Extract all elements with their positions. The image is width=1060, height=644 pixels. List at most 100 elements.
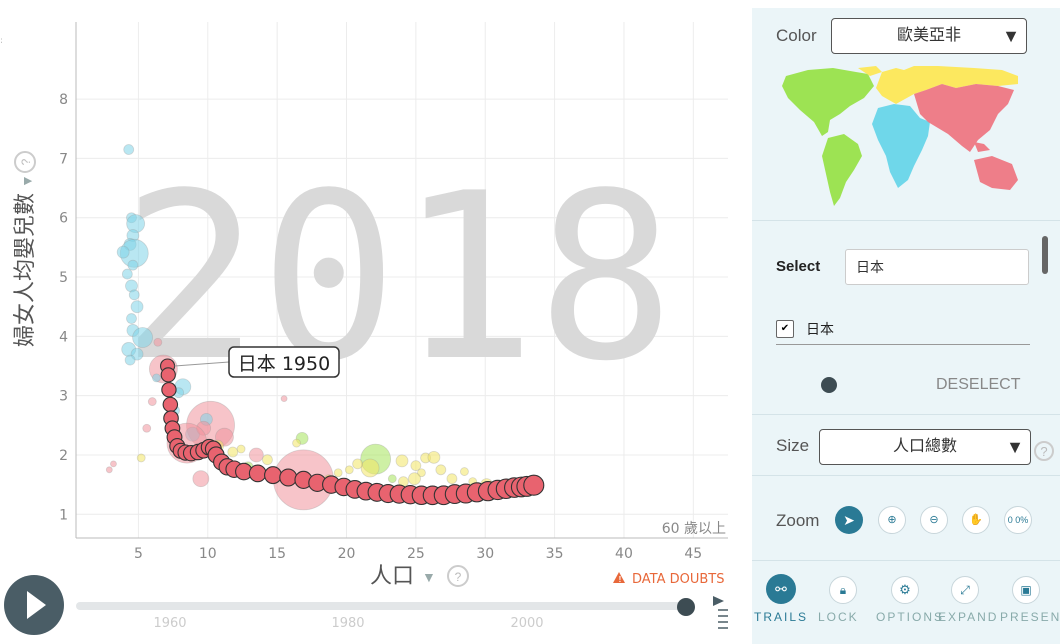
size-help-icon[interactable]: ? — [1034, 441, 1054, 461]
country-bubble[interactable] — [147, 397, 157, 406]
y-axis-title-group[interactable]: 婦女人均嬰兒數 ▼ ? — [13, 151, 38, 347]
trails-icon[interactable]: ⚯ — [766, 574, 796, 604]
trail-bubble[interactable] — [279, 468, 298, 487]
search-input[interactable]: 日本 — [845, 249, 1029, 285]
y-axis-help-icon[interactable] — [14, 151, 36, 173]
country-bubble[interactable] — [110, 460, 117, 468]
timeline-handle[interactable] — [677, 598, 695, 616]
zoom-in-icon[interactable]: ⊕ — [878, 506, 906, 534]
size-dropdown[interactable]: 人口總數 ▼ — [819, 429, 1031, 465]
size-dropdown-value: 人口總數 — [892, 438, 957, 455]
map-north-america[interactable] — [782, 68, 874, 136]
warning-icon-glyph: ! — [619, 575, 622, 584]
trail-bubble[interactable] — [248, 464, 267, 483]
map-europe-russia[interactable] — [876, 66, 1018, 104]
timeline[interactable]: 1960 1980 2000 — [4, 575, 728, 635]
country-bubble[interactable] — [460, 467, 469, 476]
opacity-handle[interactable] — [821, 377, 837, 393]
world-map[interactable] — [778, 64, 1028, 214]
country-bubble[interactable] — [417, 468, 426, 478]
country-bubble[interactable] — [292, 438, 301, 448]
panel-scrollbar[interactable] — [1042, 236, 1048, 274]
country-bubble[interactable] — [227, 446, 239, 458]
country-bubble[interactable] — [446, 473, 458, 485]
country-bubble[interactable] — [130, 300, 144, 314]
country-bubble[interactable] — [360, 458, 380, 478]
country-bubble[interactable] — [121, 268, 133, 280]
x-axis-dropdown-icon[interactable]: ▼ — [422, 569, 436, 585]
zoom-reset-button[interactable]: 0 0% — [1004, 506, 1032, 534]
selected-label-text: 日本 1950 — [238, 353, 330, 375]
country-bubble[interactable] — [395, 454, 409, 468]
country-bubble[interactable] — [142, 423, 152, 433]
trail-bubble[interactable] — [523, 474, 545, 496]
selected-item-row[interactable]: ✔ 日本 — [776, 318, 1030, 345]
map-greenland[interactable] — [858, 66, 882, 76]
country-bubble[interactable] — [280, 395, 288, 403]
country-bubble[interactable] — [153, 337, 163, 347]
pan-hand-icon[interactable]: ✋ — [962, 506, 990, 534]
color-dropdown[interactable]: 歐美亞非 ▼ — [831, 18, 1027, 54]
country-bubble[interactable] — [116, 245, 130, 259]
trail-bubble[interactable] — [160, 367, 176, 383]
country-bubble[interactable] — [248, 447, 264, 463]
x-axis-title-group[interactable]: 人口 ▼ ? — [370, 564, 469, 589]
trail-bubble[interactable] — [162, 396, 179, 413]
country-bubble[interactable] — [387, 474, 397, 484]
country-bubble[interactable] — [344, 465, 354, 475]
country-bubble[interactable] — [262, 454, 273, 466]
lock-icon[interactable]: 🔒︎ — [829, 576, 857, 604]
search-input-value: 日本 — [856, 259, 884, 275]
gear-icon[interactable]: ⚙ — [891, 576, 919, 604]
country-bubble[interactable] — [427, 450, 441, 464]
map-south-america[interactable] — [822, 134, 862, 206]
country-bubble[interactable] — [132, 327, 153, 348]
y-tick-label: 1 — [59, 507, 68, 523]
map-islands[interactable] — [974, 142, 990, 152]
country-bubble[interactable] — [408, 472, 421, 486]
y-tick-label: 4 — [59, 329, 68, 345]
dock-options-label[interactable]: OPTIONS — [876, 610, 945, 624]
country-bubble[interactable] — [333, 468, 343, 478]
dock-lock-label[interactable]: LOCK — [818, 610, 859, 624]
map-africa[interactable] — [872, 104, 930, 188]
dock-trails-label[interactable]: TRAILS — [754, 610, 809, 624]
y-axis-dropdown-icon[interactable]: ▼ — [19, 174, 35, 188]
country-bubble[interactable] — [127, 259, 139, 271]
selected-country-label[interactable]: 日本 1950 — [228, 346, 340, 378]
present-icon[interactable]: ▣ — [1012, 576, 1040, 604]
country-bubble[interactable] — [410, 460, 422, 472]
japan-trail[interactable] — [160, 358, 545, 506]
country-bubble[interactable] — [152, 373, 161, 383]
pointer-icon[interactable]: ➤ — [835, 506, 863, 534]
country-bubble[interactable] — [136, 453, 146, 463]
dock-present-label[interactable]: PRESENT — [1000, 610, 1060, 624]
country-bubble[interactable] — [435, 464, 447, 476]
expand-icon[interactable]: ⤢ — [951, 576, 979, 604]
side-panel: Color 歐美亞非 ▼ Select 日本 ✔ 日本 DESELECT Siz… — [752, 8, 1060, 644]
timeline-track[interactable] — [76, 602, 688, 610]
dock-expand-label[interactable]: EXPAND — [938, 610, 999, 624]
country-bubble[interactable] — [352, 458, 364, 470]
checkbox-checked-icon[interactable]: ✔ — [776, 320, 794, 338]
country-bubble[interactable] — [236, 444, 246, 454]
country-bubble[interactable] — [192, 470, 210, 488]
country-bubble[interactable] — [123, 144, 135, 155]
y-tick-label: 2 — [59, 448, 68, 464]
country-bubble[interactable] — [126, 313, 137, 324]
deselect-button[interactable]: DESELECT — [936, 376, 1021, 393]
country-bubble[interactable] — [124, 354, 136, 366]
data-doubts-link[interactable]: ! DATA DOUBTS — [613, 572, 725, 587]
map-asia[interactable] — [914, 84, 1014, 152]
trail-bubble[interactable] — [161, 382, 177, 398]
map-australia[interactable] — [974, 156, 1018, 190]
speed-control-icon[interactable] — [713, 596, 728, 629]
chevron-down-icon: ▼ — [1002, 26, 1020, 46]
timeline-year-2: 1980 — [331, 616, 364, 631]
country-bubble[interactable] — [128, 289, 140, 301]
country-bubble[interactable] — [105, 466, 113, 474]
x-axis-help-icon[interactable] — [447, 565, 469, 587]
zoom-out-icon[interactable]: ⊖ — [920, 506, 948, 534]
trail-bubble[interactable] — [264, 466, 282, 485]
